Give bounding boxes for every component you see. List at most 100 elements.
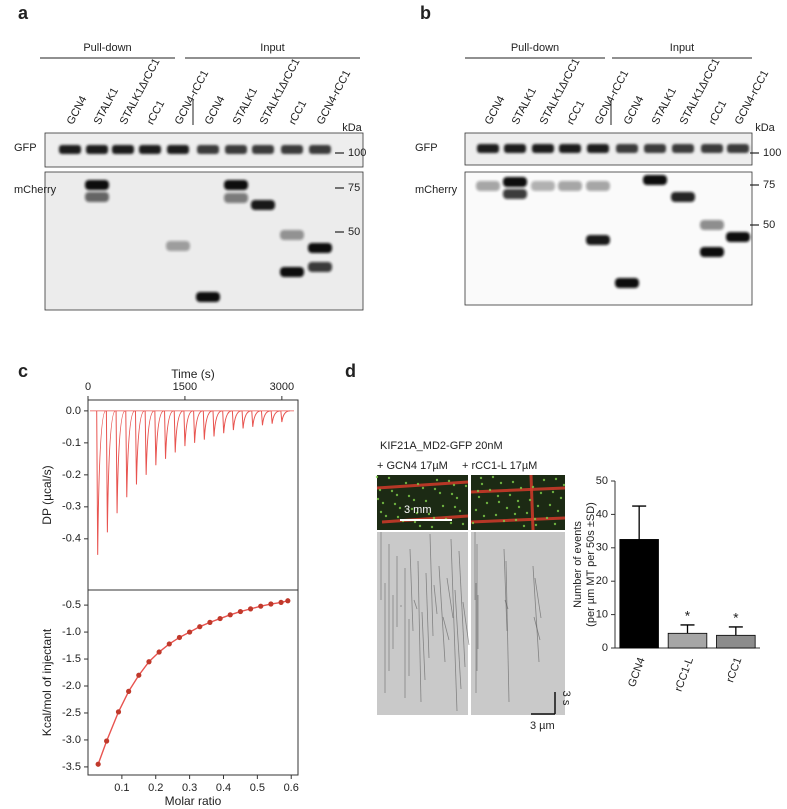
kymo-track (532, 565, 540, 663)
x-tick-label: 0.4 (216, 782, 231, 794)
gfp-band (727, 144, 749, 153)
speckle (378, 488, 382, 492)
data-point (258, 603, 264, 609)
plot-frame (87, 589, 299, 776)
lane-label: GCN4 (203, 94, 228, 127)
injection-peak (183, 410, 194, 447)
speckle (562, 483, 566, 487)
speckle (502, 519, 506, 523)
lane-label: GCN4-rCC1 (733, 68, 772, 127)
gfp-band (59, 145, 81, 154)
marker-label: 50 (348, 226, 360, 238)
injection-peak (222, 410, 232, 434)
gfp-band (281, 145, 303, 154)
y-tick-label: -3.0 (62, 734, 81, 746)
y-tick-label: -0.4 (62, 533, 81, 545)
y-tick-label: -0.5 (62, 599, 81, 611)
y-tick-label: 0.0 (66, 405, 81, 417)
speckle (479, 476, 483, 480)
lane-label: rCC1 (145, 98, 168, 126)
condition-label: + rCC1-L 17µM (462, 460, 537, 472)
speckle (548, 503, 552, 507)
gfp-band (532, 144, 554, 153)
y-tick-label: 30 (596, 542, 608, 554)
speckle (407, 494, 411, 498)
injection-peak (105, 410, 116, 533)
data-point (247, 606, 254, 612)
mcherry-band (726, 232, 750, 242)
x-tick-label: 0.3 (182, 782, 197, 794)
speckle (452, 483, 456, 487)
speckle (387, 476, 391, 480)
lane-label: rCC1 (707, 98, 730, 126)
mcherry-band (308, 262, 332, 272)
speckle (471, 521, 475, 525)
speckle (447, 479, 451, 483)
gfp-band (167, 145, 189, 154)
gfp-band (559, 144, 581, 153)
kymo-track (442, 616, 450, 641)
speckle (404, 481, 408, 485)
speckle (511, 480, 515, 484)
speckle (482, 514, 486, 518)
marker-label: 100 (763, 147, 781, 159)
mcherry-band (476, 181, 500, 191)
injection-peak (125, 410, 136, 498)
micrograph-title: KIF21A_MD2-GFP 20nM (380, 440, 503, 452)
gfp-band (644, 144, 666, 153)
bar (619, 539, 659, 649)
mcherry-band (280, 230, 304, 240)
data-point (166, 641, 172, 647)
kymo-track (505, 560, 510, 703)
y-tick-label: -2.5 (62, 707, 81, 719)
speckle (556, 509, 560, 513)
injection-peak (134, 410, 145, 485)
kymograph (471, 532, 565, 715)
speckle (441, 504, 445, 508)
kymo-track (503, 548, 508, 632)
mcherry-band (531, 181, 555, 191)
speckle (415, 511, 419, 515)
x-tick-label: 0.1 (114, 782, 129, 794)
unit-label: kDa (342, 122, 362, 134)
data-point (95, 761, 101, 767)
plot-frame (87, 399, 299, 591)
kymo-track (458, 550, 466, 668)
gfp-band (197, 145, 219, 154)
row-label: GFP (415, 142, 438, 154)
microtubule (470, 486, 566, 494)
injection-peak (193, 410, 203, 443)
gfp-band (309, 145, 331, 154)
speckle (376, 497, 380, 501)
panel-letter: a (18, 3, 29, 23)
x-tick-label: 0.2 (148, 782, 163, 794)
condition-label: + GCN4 17µM (377, 460, 448, 472)
kymo-track (438, 565, 446, 663)
data-point (227, 612, 233, 618)
mcherry-band (166, 241, 190, 251)
marker-label: 50 (763, 219, 775, 231)
speckle (418, 524, 422, 528)
error-bar (728, 626, 743, 636)
data-point (217, 615, 223, 622)
speckle (384, 514, 388, 518)
y-axis-label: Kcal/mol of injectant (40, 628, 54, 736)
scale-label: 3 mm (404, 504, 432, 516)
y-tick-label: -2.0 (62, 680, 81, 692)
x-axis-label: Molar ratio (165, 794, 222, 808)
kymo-track (533, 616, 541, 641)
significance: * (733, 610, 739, 626)
speckle (416, 482, 420, 486)
group-label: Pull-down (83, 42, 131, 54)
speckle (488, 488, 492, 492)
marker-label: 75 (763, 179, 775, 191)
data-point (268, 601, 274, 607)
speckle (461, 522, 465, 526)
lane-label: rCC1 (565, 98, 588, 126)
mcherry-band (558, 181, 582, 191)
speckle (499, 481, 503, 485)
scale-label: 3 s (560, 691, 572, 706)
row-label: GFP (14, 142, 37, 154)
gfp-band (112, 145, 134, 154)
speckle (496, 494, 500, 498)
